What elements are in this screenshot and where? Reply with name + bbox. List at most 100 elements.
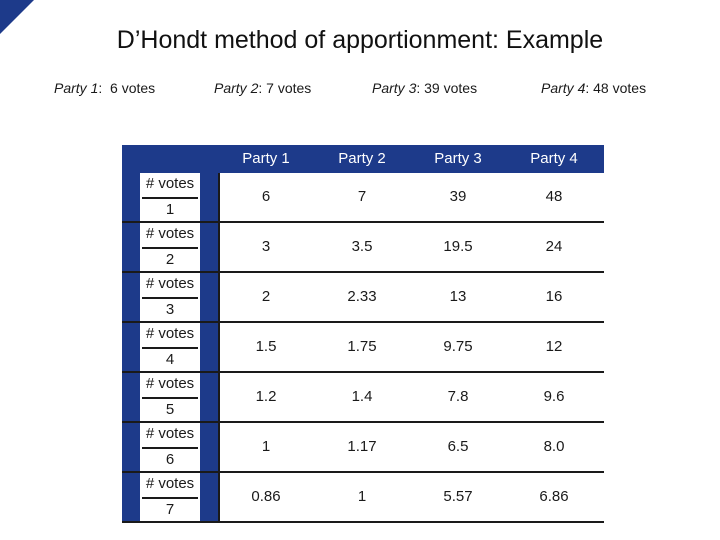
table-body: # votes 1 6 7 39 48 # votes 2 3 3.5 19.5 24 # votes 3… [122, 173, 604, 523]
page-title: D’Hondt method of apportionment: Example [116, 26, 604, 54]
quotient-cell: 1.2 [255, 388, 277, 405]
quotient-cell: 1 [261, 438, 271, 455]
header-party-2: Party 2 [338, 150, 386, 167]
fraction-line [142, 247, 198, 249]
quotient-cell: 24 [545, 238, 563, 255]
row-label: # votes 5 [122, 373, 218, 421]
dhondt-table: Party 1 Party 2 Party 3 Party 4 # votes 1… [122, 145, 604, 523]
fraction-denominator: 3 [165, 301, 175, 318]
divisor-fraction: # votes 3 [140, 273, 200, 321]
quotient-cell: 8.0 [543, 438, 565, 455]
row-label: # votes 2 [122, 223, 218, 271]
column-divider [218, 373, 220, 421]
row-label: # votes 4 [122, 323, 218, 371]
divisor-fraction: # votes 7 [140, 473, 200, 521]
fraction-denominator: 1 [165, 201, 175, 218]
table-row: # votes 7 0.86 1 5.57 6.86 [122, 473, 604, 523]
column-divider [218, 223, 220, 271]
quotient-cell: 19.5 [443, 238, 473, 255]
row-accent-bar [200, 173, 218, 221]
header-party-1: Party 1 [242, 150, 290, 167]
party-2-summary: Party 2: 7 votes [214, 80, 312, 96]
party-3-summary: Party 3: 39 votes [372, 80, 478, 96]
party-2-name: Party 2 [214, 80, 259, 96]
quotient-cell: 5.57 [443, 488, 473, 505]
column-divider [218, 473, 220, 521]
fraction-numerator: # votes [145, 325, 195, 342]
fraction-line [142, 397, 198, 399]
column-divider [218, 423, 220, 471]
row-accent-bar [200, 423, 218, 471]
table-row: # votes 6 1 1.17 6.5 8.0 [122, 423, 604, 473]
row-accent-bar [122, 223, 140, 271]
row-label: # votes 7 [122, 473, 218, 521]
fraction-line [142, 347, 198, 349]
quotient-cell: 1.5 [255, 338, 277, 355]
fraction-line [142, 447, 198, 449]
fraction-numerator: # votes [145, 375, 195, 392]
row-accent-bar [122, 373, 140, 421]
fraction-numerator: # votes [145, 425, 195, 442]
quotient-cell: 3.5 [351, 238, 373, 255]
quotient-cell: 2.33 [347, 288, 377, 305]
quotient-cell: 3 [261, 238, 271, 255]
party-4-name: Party 4 [541, 80, 586, 96]
party-2-votes: 7 votes [266, 80, 312, 96]
row-label: # votes 1 [122, 173, 218, 221]
divisor-fraction: # votes 4 [140, 323, 200, 371]
quotient-cell: 7 [357, 188, 367, 205]
party-1-name: Party 1 [54, 80, 99, 96]
row-accent-bar [122, 423, 140, 471]
header-party-4: Party 4 [530, 150, 578, 167]
quotient-cell: 48 [545, 188, 563, 205]
fraction-line [142, 497, 198, 499]
party-1-summary: Party 1: 6 votes [54, 80, 156, 96]
row-accent-bar [122, 323, 140, 371]
fraction-line [142, 297, 198, 299]
quotient-cell: 16 [545, 288, 563, 305]
quotient-cell: 2 [261, 288, 271, 305]
quotient-cell: 12 [545, 338, 563, 355]
divisor-fraction: # votes 2 [140, 223, 200, 271]
party-3-name: Party 3 [372, 80, 417, 96]
column-divider [218, 173, 220, 221]
table-row: # votes 2 3 3.5 19.5 24 [122, 223, 604, 273]
quotient-cell: 6 [261, 188, 271, 205]
row-accent-bar [200, 373, 218, 421]
fraction-line [142, 197, 198, 199]
fraction-numerator: # votes [145, 475, 195, 492]
row-accent-bar [122, 273, 140, 321]
quotient-cell: 6.5 [447, 438, 469, 455]
row-accent-bar [200, 223, 218, 271]
quotient-cell: 1.75 [347, 338, 377, 355]
table-row: # votes 5 1.2 1.4 7.8 9.6 [122, 373, 604, 423]
fraction-numerator: # votes [145, 175, 195, 192]
table-row: # votes 3 2 2.33 13 16 [122, 273, 604, 323]
party-4-summary: Party 4: 48 votes [541, 80, 647, 96]
table-row: # votes 4 1.5 1.75 9.75 12 [122, 323, 604, 373]
quotient-cell: 39 [449, 188, 467, 205]
row-accent-bar [200, 323, 218, 371]
row-accent-bar [200, 273, 218, 321]
table-header-row: Party 1 Party 2 Party 3 Party 4 [122, 145, 604, 173]
fraction-denominator: 7 [165, 501, 175, 518]
quotient-cell: 1.17 [347, 438, 377, 455]
party-3-votes: 39 votes [424, 80, 478, 96]
quotient-cell: 9.6 [543, 388, 565, 405]
divisor-fraction: # votes 5 [140, 373, 200, 421]
divisor-fraction: # votes 6 [140, 423, 200, 471]
fraction-denominator: 6 [165, 451, 175, 468]
row-accent-bar [122, 473, 140, 521]
quotient-cell: 7.8 [447, 388, 469, 405]
party-4-votes: 48 votes [593, 80, 647, 96]
quotient-cell: 6.86 [539, 488, 569, 505]
fraction-numerator: # votes [145, 275, 195, 292]
quotient-cell: 13 [449, 288, 467, 305]
fraction-numerator: # votes [145, 225, 195, 242]
quotient-cell: 1 [357, 488, 367, 505]
column-divider [218, 273, 220, 321]
divisor-fraction: # votes 1 [140, 173, 200, 221]
table-row: # votes 1 6 7 39 48 [122, 173, 604, 223]
quotient-cell: 0.86 [251, 488, 281, 505]
quotient-cell: 9.75 [443, 338, 473, 355]
